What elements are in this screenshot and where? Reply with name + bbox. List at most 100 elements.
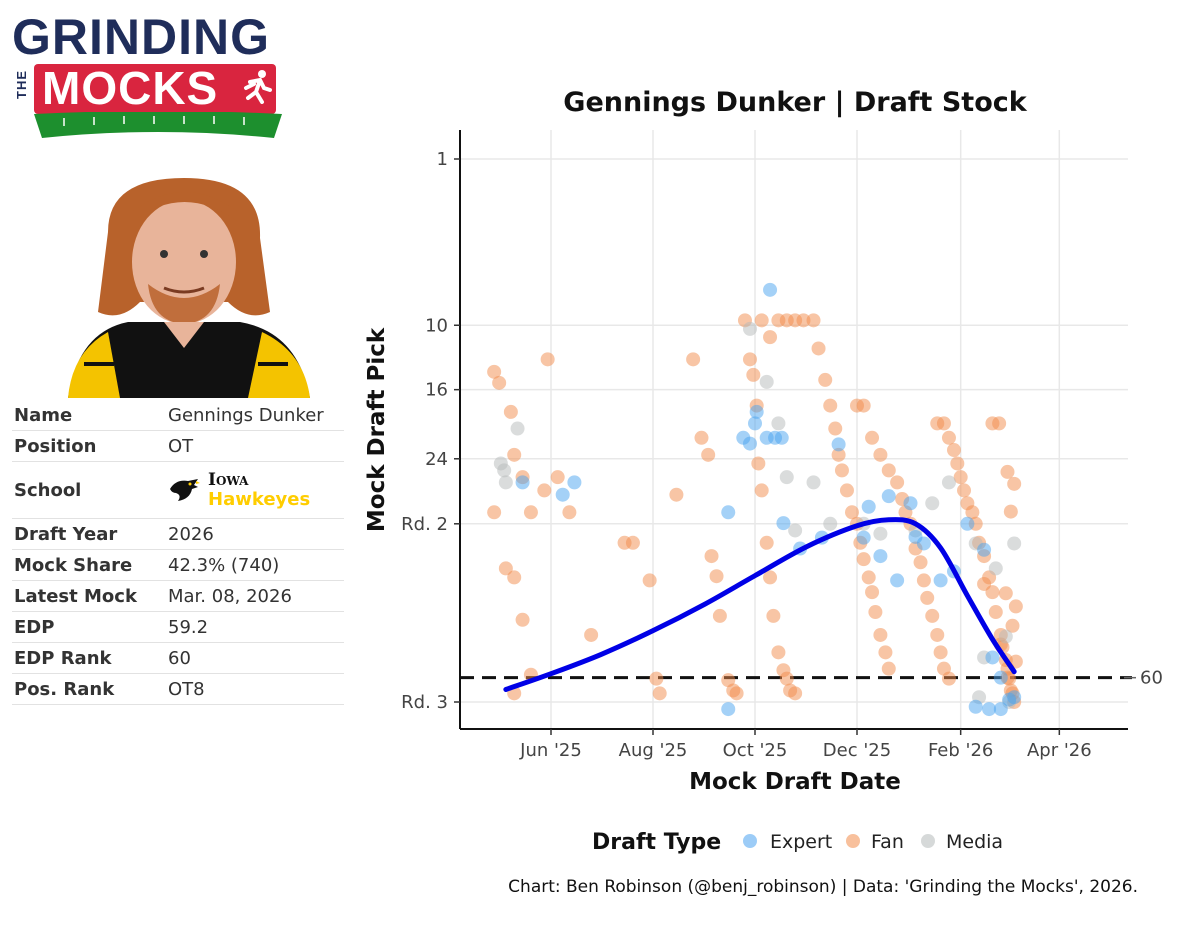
point-fan (811, 341, 826, 356)
point-fan (856, 552, 871, 567)
point-expert (861, 499, 876, 514)
point-fan (828, 421, 843, 436)
point-fan (992, 416, 1007, 431)
point-fan (763, 570, 778, 585)
chart-grid (460, 130, 1128, 729)
y-tick-label: Rd. 3 (401, 692, 448, 713)
point-expert (856, 530, 871, 545)
point-media (823, 516, 838, 531)
point-fan (881, 661, 896, 676)
legend-label-expert: Expert (770, 831, 832, 853)
point-fan (498, 561, 513, 576)
point-media (497, 463, 512, 478)
info-value: 42.3% (740) (168, 554, 280, 576)
info-row-pos-rank: Pos. Rank OT8 (12, 674, 344, 705)
point-expert (721, 505, 736, 520)
x-axis-title: Mock Draft Date (689, 769, 901, 795)
player-headshot-icon (68, 178, 310, 398)
x-tick-label: Apr '26 (1027, 740, 1092, 761)
point-fan (779, 671, 794, 686)
point-fan (1005, 618, 1020, 633)
point-fan (998, 586, 1013, 601)
point-fan (868, 605, 883, 620)
info-row-position: Position OT (12, 431, 344, 462)
point-fan (487, 364, 502, 379)
point-fan (507, 570, 522, 585)
y-tick-label: 16 (425, 380, 448, 401)
point-expert (555, 487, 570, 502)
info-value: OT (168, 435, 194, 457)
info-label: Latest Mock (14, 585, 137, 607)
point-fan (953, 470, 968, 485)
point-expert (1007, 690, 1022, 705)
school-text: Iowa Hawkeyes (208, 470, 310, 510)
point-media (873, 526, 888, 541)
point-fan (642, 573, 657, 588)
point-fan (890, 475, 905, 490)
point-fan (754, 483, 769, 498)
y-tick-label: 1 (437, 149, 448, 170)
point-expert (763, 282, 778, 297)
point-media (498, 475, 513, 490)
point-expert (890, 573, 905, 588)
point-media (806, 475, 821, 490)
point-fan (873, 447, 888, 462)
point-fan (507, 447, 522, 462)
info-value: OT8 (168, 678, 205, 700)
point-fan (704, 549, 719, 564)
point-fan (686, 352, 701, 367)
info-label: Draft Year (14, 523, 118, 545)
info-label: EDP (14, 616, 55, 638)
point-fan (669, 487, 684, 502)
school-mascot: Hawkeyes (208, 489, 311, 510)
point-expert (985, 650, 1000, 665)
y-axis-title: Mock Draft Pick (364, 327, 390, 532)
point-media (925, 496, 940, 511)
point-fan (742, 352, 757, 367)
point-fan (503, 404, 518, 419)
point-fan (965, 505, 980, 520)
x-tick-label: Oct '25 (723, 740, 788, 761)
point-expert (933, 573, 948, 588)
logo-mocks-text: MOCKS (42, 62, 219, 114)
school-value: Iowa Hawkeyes (168, 470, 310, 510)
point-expert (881, 489, 896, 504)
info-row-draft-year: Draft Year 2026 (12, 519, 344, 550)
point-fan (540, 352, 555, 367)
point-fan (920, 590, 935, 605)
info-row-name: Name Gennings Dunker (12, 400, 344, 431)
point-expert (968, 699, 983, 714)
runner-icon (238, 68, 274, 113)
point-fan (1003, 504, 1018, 519)
point-fan (751, 456, 766, 471)
legend-label-fan: Fan (871, 831, 904, 853)
point-media (759, 374, 774, 389)
point-fan (839, 483, 854, 498)
point-fan (709, 569, 724, 584)
point-fan (649, 671, 664, 686)
chart-ticks: 1 10 16 24 Rd. 2 Rd. 3 Jun '25 Aug '25 Oct '25 De… (401, 149, 1092, 761)
point-media (998, 629, 1013, 644)
point-expert (721, 702, 736, 717)
point-fan (788, 686, 803, 701)
point-media (742, 321, 757, 336)
point-fan (933, 645, 948, 660)
point-fan (796, 313, 811, 328)
point-fan (861, 570, 876, 585)
point-media (510, 421, 525, 436)
info-row-school: School Iowa Hawkeyes (12, 462, 344, 519)
y-tick-label: Rd. 2 (401, 514, 448, 535)
school-name: Iowa (208, 470, 249, 490)
point-fan (856, 398, 871, 413)
point-fan (834, 463, 849, 478)
player-info-table: Name Gennings Dunker Position OT School … (12, 400, 344, 705)
point-fan (930, 627, 945, 642)
point-fan (865, 430, 880, 445)
y-tick-label: 24 (425, 449, 448, 470)
point-fan (537, 483, 552, 498)
point-expert (776, 516, 791, 531)
chart-title: Gennings Dunker | Draft Stock (563, 87, 1027, 118)
point-expert (916, 536, 931, 551)
point-fan (988, 605, 1003, 620)
point-fan (873, 627, 888, 642)
